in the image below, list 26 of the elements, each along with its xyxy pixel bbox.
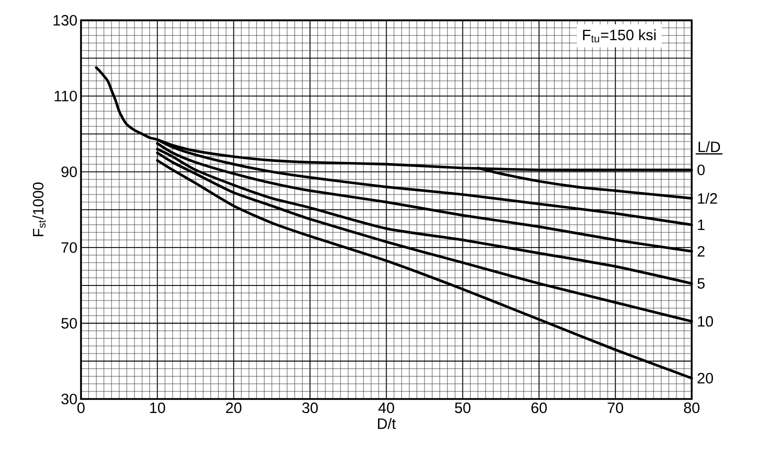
x-axis-title: D/t [378, 418, 396, 429]
x-tick-label: 60 [531, 402, 547, 414]
series-label: 1/2 [698, 192, 718, 204]
x-tick-label: 10 [150, 402, 166, 414]
series-label: 5 [698, 278, 705, 289]
y-tick-label: 90 [62, 166, 77, 178]
annotation: F$_{tu}$=150 ksi [583, 29, 656, 42]
x-tick-label: 0 [77, 402, 85, 414]
y-tick-label: 70 [62, 242, 77, 253]
y-axis-title: F$_{st}$/1000 [32, 182, 46, 236]
legend-label: 0 [698, 164, 705, 176]
y-tick-label: 130 [54, 14, 77, 26]
y-tick-label: 30 [61, 394, 77, 404]
x-tick-label: 40 [378, 402, 394, 414]
series-label: 1 [698, 220, 705, 230]
y-tick-label: 110 [54, 90, 77, 102]
series-label: 2 [698, 246, 704, 257]
x-tick-label: 70 [608, 402, 624, 414]
x-tick-label: 30 [302, 402, 318, 414]
series-label: 20 [698, 372, 713, 384]
x-tick-label: 50 [454, 402, 470, 414]
series-label: 10 [698, 316, 713, 327]
y-tick-label: 50 [61, 318, 77, 329]
x-tick-label: 20 [226, 402, 242, 414]
legend-title: L/D [698, 141, 720, 152]
x-tick-label: 80 [684, 402, 700, 414]
